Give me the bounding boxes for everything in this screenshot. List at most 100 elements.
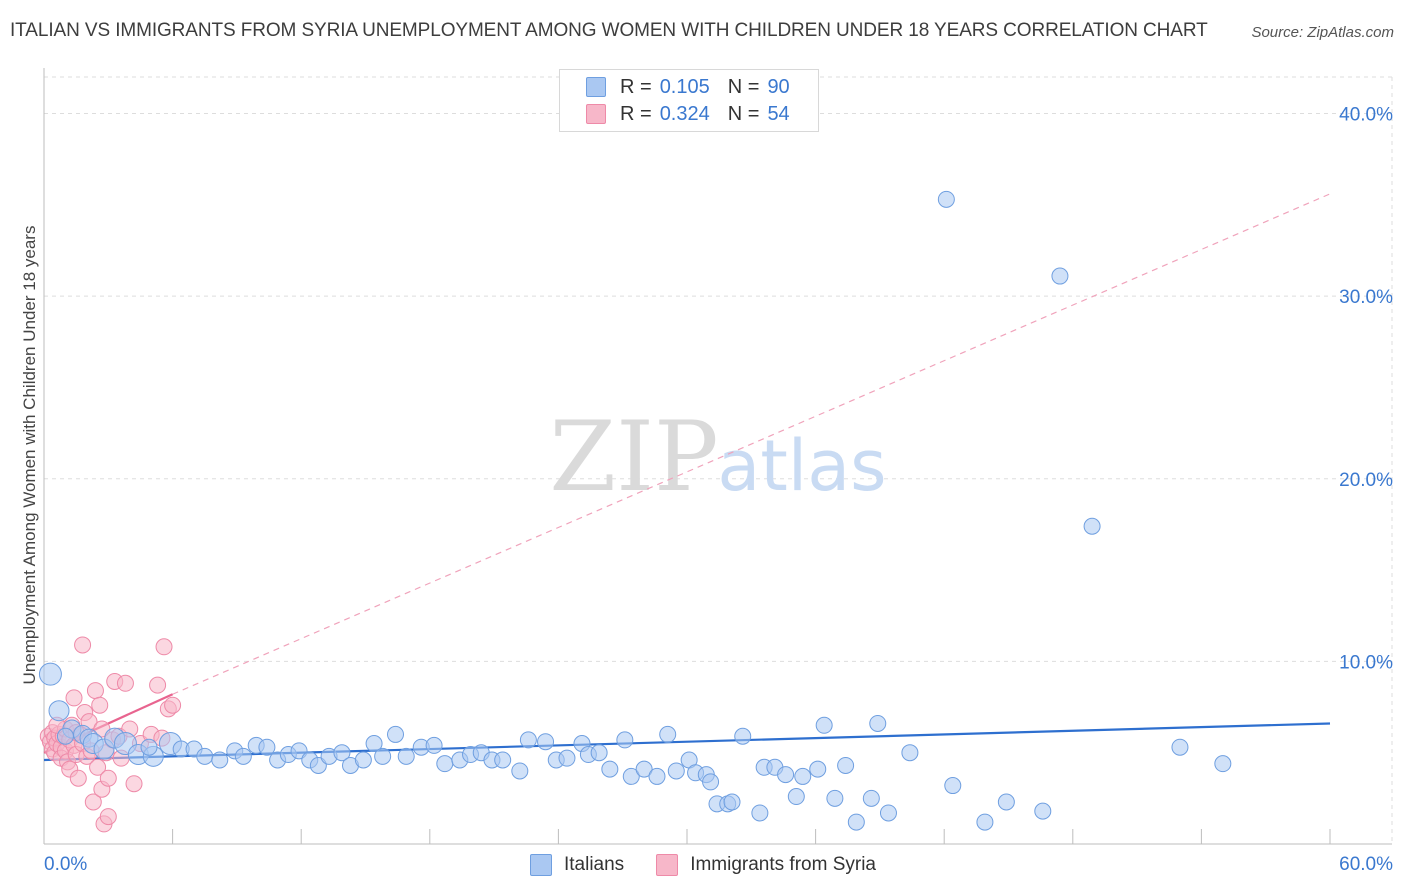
italians-point — [196, 747, 214, 765]
italians-trend-line — [43, 722, 1331, 762]
italians-point — [702, 773, 720, 791]
syria-r-value: 0.324 — [659, 102, 710, 125]
italians-point — [38, 662, 62, 686]
italians-point — [1171, 738, 1189, 756]
tick-labels: 10.0% 20.0% 30.0% 40.0% 0.0% 60.0% — [44, 105, 1393, 875]
italians-point — [1214, 755, 1232, 773]
legend-item-syria[interactable]: Immigrants from Syria — [656, 854, 876, 876]
italians-point — [777, 766, 795, 784]
syria-point — [65, 689, 83, 707]
syria-n-value: 54 — [767, 102, 790, 125]
legend-row-syria: R = 0.324 N = 54 — [586, 102, 790, 126]
italians-point — [56, 727, 74, 745]
italians-point — [826, 789, 844, 807]
legend-italians-swatch — [529, 854, 552, 876]
italians-point — [387, 725, 405, 743]
italians-point — [354, 751, 372, 769]
syria-r-label: R = — [620, 102, 652, 125]
series-legend: Italians Immigrants from Syria — [0, 852, 1406, 878]
stats-legend: R = 0.105 N = 90 R = 0.324 N = 54 — [559, 69, 819, 132]
legend-italians-label: Italians — [563, 854, 625, 875]
italians-point — [847, 813, 865, 831]
syria-point — [91, 696, 109, 714]
italians-point — [590, 744, 608, 762]
italians-point — [558, 749, 576, 767]
italians-point — [511, 762, 529, 780]
italians-point — [140, 738, 158, 756]
syria-point — [69, 769, 87, 787]
italians-point — [648, 767, 666, 785]
syria-point — [155, 638, 173, 656]
y-axis-label: Unemployment Among Women with Children U… — [20, 226, 39, 685]
watermark: ZIP atlas — [549, 401, 886, 513]
italians-point — [751, 804, 769, 822]
italians-point — [837, 756, 855, 774]
italians-point — [616, 731, 634, 749]
syria-point — [89, 758, 107, 776]
italians-point — [635, 760, 653, 778]
syria-swatch — [586, 104, 606, 124]
syria-trend-extension — [172, 193, 1331, 695]
italians-point — [537, 733, 555, 751]
y-tick-label: 10.0% — [1339, 652, 1393, 673]
italians-point — [1083, 517, 1101, 535]
italians-point — [436, 755, 454, 773]
source-credit: Source: ZipAtlas.com — [1251, 24, 1394, 41]
x-tick-label: 60.0% — [1339, 854, 1393, 875]
syria-n-label: N = — [727, 102, 760, 125]
italians-point — [397, 747, 415, 765]
italians-point — [519, 731, 537, 749]
italians-point — [1051, 267, 1069, 285]
syria-point — [149, 676, 167, 694]
y-tick-label: 40.0% — [1339, 105, 1393, 126]
italians-point — [667, 762, 685, 780]
italians-point — [234, 747, 252, 765]
italians-point — [48, 700, 70, 722]
italians-point — [997, 793, 1015, 811]
y-tick-label: 20.0% — [1339, 470, 1393, 491]
syria-point — [74, 636, 92, 654]
italians-swatch — [586, 77, 606, 97]
axes — [43, 68, 1392, 845]
syria-point — [116, 674, 134, 692]
watermark-zip: ZIP — [549, 401, 718, 513]
italians-point — [211, 751, 229, 769]
legend-syria-label: Immigrants from Syria — [690, 854, 876, 875]
italians-point — [258, 738, 276, 756]
italians-point — [1034, 802, 1052, 820]
italians-points — [38, 190, 1232, 831]
italians-n-label: N = — [727, 75, 760, 98]
italians-n-value: 90 — [767, 75, 790, 98]
italians-point — [794, 767, 812, 785]
italians-point — [425, 736, 443, 754]
italians-point — [659, 725, 677, 743]
italians-point — [734, 727, 752, 745]
chart-title: ITALIAN VS IMMIGRANTS FROM SYRIA UNEMPLO… — [10, 20, 1208, 41]
italians-point — [809, 760, 827, 778]
italians-point — [723, 793, 741, 811]
italians-point — [787, 788, 805, 806]
italians-point — [944, 777, 962, 795]
italians-point — [879, 804, 897, 822]
italians-point — [862, 789, 880, 807]
italians-r-value: 0.105 — [659, 75, 710, 98]
legend-row-italians: R = 0.105 N = 90 — [586, 75, 790, 99]
syria-point — [84, 793, 102, 811]
italians-point — [976, 813, 994, 831]
italians-point — [901, 744, 919, 762]
syria-point — [125, 775, 143, 793]
legend-item-italians[interactable]: Italians — [529, 854, 625, 876]
italians-r-label: R = — [620, 75, 652, 98]
italians-point — [937, 190, 955, 208]
syria-point — [99, 769, 117, 787]
watermark-atlas: atlas — [717, 425, 886, 507]
italians-point — [601, 760, 619, 778]
italians-point — [365, 735, 383, 753]
legend-syria-swatch — [656, 854, 679, 876]
syria-point — [99, 808, 117, 826]
italians-point — [494, 751, 512, 769]
y-tick-label: 30.0% — [1339, 287, 1393, 308]
syria-point — [86, 682, 104, 700]
x-tick-label: 0.0% — [44, 854, 87, 875]
